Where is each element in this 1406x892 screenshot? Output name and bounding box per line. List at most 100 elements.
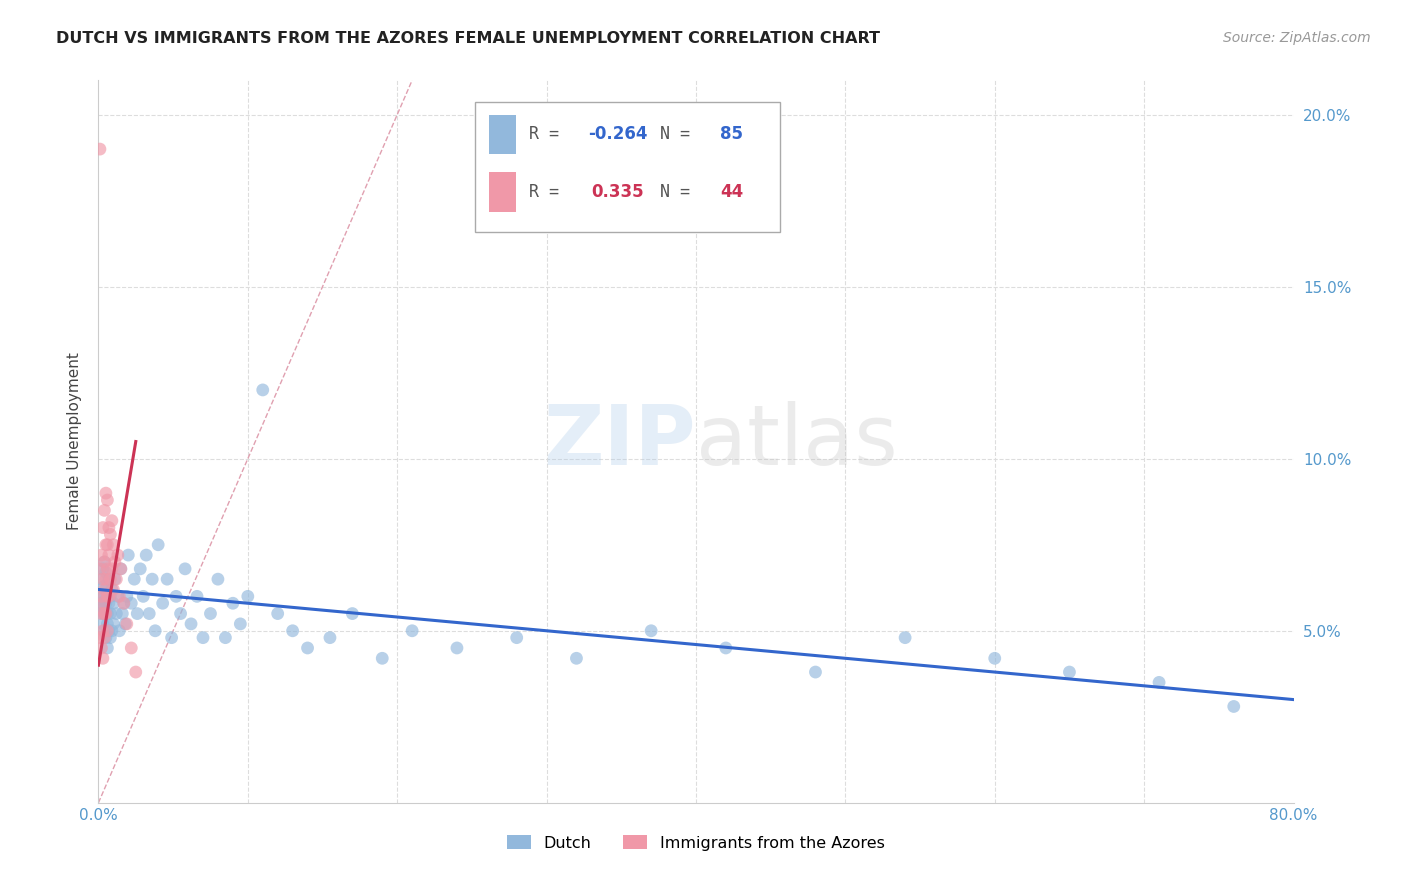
Point bbox=[98, 607, 122, 621]
Point bbox=[91, 651, 114, 665]
Point bbox=[112, 596, 135, 610]
Point bbox=[103, 616, 125, 631]
FancyBboxPatch shape bbox=[489, 172, 516, 212]
Point bbox=[93, 503, 115, 517]
Point bbox=[640, 624, 662, 638]
Text: R =: R = bbox=[529, 126, 568, 144]
Point bbox=[127, 607, 149, 621]
Point bbox=[91, 596, 114, 610]
Point bbox=[98, 572, 122, 586]
Point bbox=[89, 142, 111, 156]
Point bbox=[1223, 699, 1246, 714]
Point bbox=[101, 582, 124, 597]
Point bbox=[107, 590, 129, 604]
Point bbox=[110, 562, 132, 576]
Point bbox=[222, 596, 245, 610]
Point bbox=[91, 520, 114, 534]
Point bbox=[506, 631, 529, 645]
Point bbox=[91, 572, 114, 586]
Point bbox=[96, 640, 118, 655]
Point bbox=[90, 640, 112, 655]
Point bbox=[93, 555, 115, 569]
Legend: Dutch, Immigrants from the Azores: Dutch, Immigrants from the Azores bbox=[501, 829, 891, 857]
Point bbox=[281, 624, 304, 638]
Point bbox=[90, 548, 112, 562]
Point bbox=[165, 590, 187, 604]
Point bbox=[96, 624, 118, 638]
Point bbox=[180, 616, 202, 631]
Point bbox=[148, 538, 170, 552]
Point bbox=[108, 590, 131, 604]
Point bbox=[120, 596, 142, 610]
Point bbox=[565, 651, 588, 665]
Y-axis label: Female Unemployment: Female Unemployment bbox=[67, 352, 83, 531]
Point bbox=[97, 596, 120, 610]
Point bbox=[105, 572, 128, 586]
Point bbox=[90, 607, 112, 621]
Point bbox=[105, 607, 128, 621]
Point bbox=[96, 607, 118, 621]
Point bbox=[214, 631, 236, 645]
Point bbox=[342, 607, 364, 621]
Point bbox=[98, 631, 122, 645]
Point bbox=[115, 616, 138, 631]
Point bbox=[94, 538, 117, 552]
Point bbox=[124, 572, 146, 586]
Point bbox=[191, 631, 214, 645]
Point bbox=[207, 572, 229, 586]
Point bbox=[89, 631, 111, 645]
Point bbox=[94, 607, 117, 621]
Point bbox=[186, 590, 208, 604]
Point bbox=[132, 590, 155, 604]
Text: N =: N = bbox=[661, 126, 700, 144]
Point bbox=[97, 548, 120, 562]
Point bbox=[138, 607, 160, 621]
Point bbox=[110, 562, 132, 576]
Point bbox=[93, 582, 115, 597]
Text: ZIP: ZIP bbox=[544, 401, 696, 482]
Point bbox=[93, 631, 115, 645]
Point bbox=[104, 555, 127, 569]
Point bbox=[103, 538, 125, 552]
Point bbox=[101, 514, 124, 528]
Point bbox=[97, 572, 120, 586]
Point bbox=[319, 631, 342, 645]
Point bbox=[174, 562, 197, 576]
Point bbox=[96, 493, 118, 508]
Point bbox=[103, 596, 125, 610]
Point bbox=[1059, 665, 1081, 679]
Text: 85: 85 bbox=[720, 126, 742, 144]
Point bbox=[111, 607, 134, 621]
Point bbox=[98, 527, 122, 541]
Point bbox=[93, 607, 115, 621]
Point bbox=[129, 562, 152, 576]
Point bbox=[143, 624, 166, 638]
Point bbox=[89, 562, 111, 576]
Point bbox=[101, 624, 124, 638]
Point bbox=[97, 520, 120, 534]
Point bbox=[94, 566, 117, 580]
Point bbox=[94, 607, 117, 621]
Point bbox=[401, 624, 423, 638]
Point bbox=[96, 590, 118, 604]
Point bbox=[1147, 675, 1170, 690]
Point bbox=[91, 624, 114, 638]
Point bbox=[714, 640, 737, 655]
Text: Source: ZipAtlas.com: Source: ZipAtlas.com bbox=[1223, 31, 1371, 45]
Point bbox=[93, 579, 115, 593]
Point bbox=[984, 651, 1007, 665]
Text: N =: N = bbox=[661, 183, 700, 202]
Point bbox=[104, 572, 127, 586]
Text: -0.264: -0.264 bbox=[589, 126, 648, 144]
Point bbox=[93, 607, 115, 621]
Point bbox=[96, 538, 118, 552]
Point bbox=[112, 596, 135, 610]
Point bbox=[90, 596, 112, 610]
Point bbox=[97, 590, 120, 604]
Point bbox=[94, 572, 117, 586]
Point bbox=[93, 624, 115, 638]
Point bbox=[97, 624, 120, 638]
Point bbox=[91, 599, 114, 614]
Text: R =: R = bbox=[529, 183, 579, 202]
Point bbox=[96, 562, 118, 576]
